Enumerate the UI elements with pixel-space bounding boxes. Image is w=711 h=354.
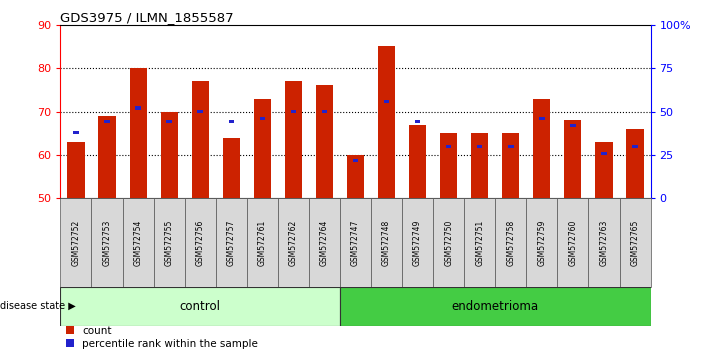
- Bar: [60, 198, 92, 287]
- Bar: [166, 120, 172, 124]
- Text: GSM572752: GSM572752: [72, 219, 80, 266]
- Text: GSM572763: GSM572763: [599, 219, 609, 266]
- Bar: [632, 145, 638, 148]
- Bar: [502, 133, 519, 198]
- Bar: [384, 99, 390, 103]
- Bar: [496, 198, 526, 287]
- Bar: [68, 142, 85, 198]
- Text: GSM572747: GSM572747: [351, 219, 360, 266]
- Bar: [73, 131, 79, 134]
- Bar: [185, 198, 215, 287]
- Text: GSM572764: GSM572764: [320, 219, 329, 266]
- Text: GDS3975 / ILMN_1855587: GDS3975 / ILMN_1855587: [60, 11, 234, 24]
- Bar: [402, 198, 433, 287]
- Bar: [309, 198, 340, 287]
- Bar: [321, 110, 327, 113]
- Bar: [223, 137, 240, 198]
- Bar: [161, 112, 178, 198]
- Bar: [409, 125, 426, 198]
- Text: GSM572758: GSM572758: [506, 219, 515, 266]
- Bar: [247, 198, 278, 287]
- Text: disease state ▶: disease state ▶: [0, 301, 76, 311]
- Bar: [135, 107, 141, 110]
- Bar: [440, 133, 457, 198]
- Text: GSM572757: GSM572757: [227, 219, 236, 266]
- Bar: [347, 155, 364, 198]
- Bar: [415, 120, 420, 124]
- Bar: [533, 98, 550, 198]
- Bar: [471, 133, 488, 198]
- Bar: [371, 198, 402, 287]
- Bar: [477, 145, 483, 148]
- Bar: [316, 85, 333, 198]
- Bar: [92, 198, 122, 287]
- Text: GSM572753: GSM572753: [102, 219, 112, 266]
- Bar: [557, 198, 589, 287]
- Bar: [192, 81, 209, 198]
- Bar: [539, 117, 545, 120]
- Bar: [589, 198, 619, 287]
- Text: GSM572761: GSM572761: [258, 219, 267, 266]
- Text: GSM572760: GSM572760: [568, 219, 577, 266]
- Text: GSM572759: GSM572759: [538, 219, 546, 266]
- Bar: [129, 68, 146, 198]
- Bar: [105, 120, 109, 124]
- Text: GSM572748: GSM572748: [382, 219, 391, 266]
- Bar: [378, 46, 395, 198]
- Text: GSM572751: GSM572751: [475, 219, 484, 266]
- Text: GSM572750: GSM572750: [444, 219, 453, 266]
- Text: GSM572755: GSM572755: [165, 219, 173, 266]
- Text: GSM572754: GSM572754: [134, 219, 143, 266]
- Bar: [565, 120, 582, 198]
- Bar: [254, 98, 271, 198]
- Bar: [446, 145, 451, 148]
- Bar: [619, 198, 651, 287]
- Bar: [526, 198, 557, 287]
- Bar: [60, 287, 340, 326]
- Text: GSM572765: GSM572765: [631, 219, 639, 266]
- Legend: count, percentile rank within the sample: count, percentile rank within the sample: [65, 326, 258, 349]
- Bar: [278, 198, 309, 287]
- Bar: [464, 198, 496, 287]
- Bar: [198, 110, 203, 113]
- Bar: [433, 198, 464, 287]
- Bar: [508, 145, 513, 148]
- Bar: [215, 198, 247, 287]
- Bar: [122, 198, 154, 287]
- Bar: [228, 120, 234, 124]
- Bar: [99, 116, 116, 198]
- Text: GSM572756: GSM572756: [196, 219, 205, 266]
- Bar: [340, 198, 371, 287]
- Bar: [285, 81, 302, 198]
- Bar: [154, 198, 185, 287]
- Bar: [340, 287, 651, 326]
- Bar: [570, 124, 576, 127]
- Bar: [260, 117, 265, 120]
- Text: GSM572749: GSM572749: [413, 219, 422, 266]
- Bar: [602, 152, 606, 155]
- Text: GSM572762: GSM572762: [289, 219, 298, 266]
- Bar: [353, 159, 358, 162]
- Text: control: control: [180, 300, 220, 313]
- Bar: [595, 142, 612, 198]
- Bar: [626, 129, 643, 198]
- Text: endometrioma: endometrioma: [451, 300, 539, 313]
- Bar: [291, 110, 296, 113]
